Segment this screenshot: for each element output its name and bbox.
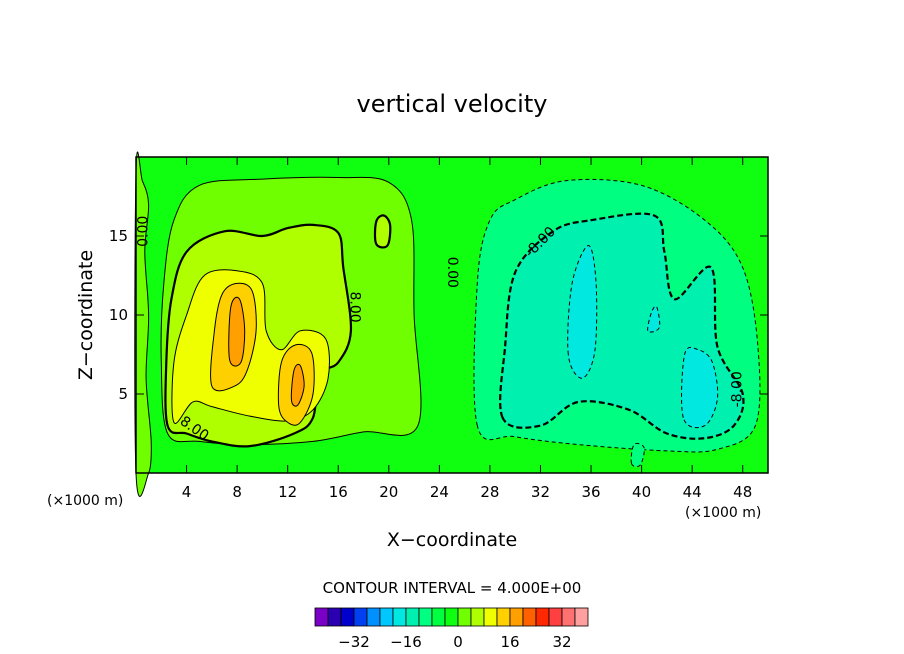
colorbar-cell: [457, 607, 472, 627]
colorbar-tick-label: −16: [390, 633, 422, 651]
colorbar-cell: [353, 607, 368, 627]
contour-region: [373, 214, 392, 249]
colorbar-tick-label: −32: [338, 633, 370, 651]
x-tick-label: 12: [278, 483, 297, 501]
x-tick-label: 28: [480, 483, 499, 501]
colorbar-cell: [379, 607, 394, 627]
colorbar-cell: [483, 607, 498, 627]
colorbar-tick-label: 0: [453, 633, 463, 651]
x-axis-ticks: 4 8 12 16 20 24 28 32 36 40 44 48: [182, 157, 752, 501]
colorbar: −32 −16 0 16 32: [314, 607, 589, 651]
x-tick-label: 44: [683, 483, 702, 501]
colorbar-cell: [327, 607, 342, 627]
contour-interval-note: CONTOUR INTERVAL = 4.000E+00: [323, 579, 582, 597]
x-tick-label: 24: [430, 483, 449, 501]
x-tick-label: 32: [531, 483, 550, 501]
x-tick-label: 16: [329, 483, 348, 501]
contour-label: 8.00: [347, 292, 363, 323]
colorbar-cell: [418, 607, 433, 627]
colorbar-cell: [340, 607, 355, 627]
colorbar-cell: [405, 607, 420, 627]
x-tick-label: 48: [733, 483, 752, 501]
x-tick-label: 36: [581, 483, 600, 501]
colorbar-cell: [561, 607, 576, 627]
contour-region: [681, 346, 719, 429]
y-axis-ticks: 5 10 15: [109, 227, 768, 403]
x-unit-left: (×1000 m): [47, 493, 123, 509]
contour-label: -8.00: [730, 371, 746, 407]
colorbar-cell: [444, 607, 459, 627]
colorbar-cell: [431, 607, 446, 627]
colorbar-cell: [535, 607, 550, 627]
colorbar-cell: [496, 607, 511, 627]
y-tick-label: 5: [118, 385, 128, 403]
y-axis-label: Z−coordinate: [75, 250, 97, 380]
colorbar-cell: [574, 607, 589, 627]
plot-area: 0.008.008.000.00-8.00-8.00 4 8 12 16 20 24 28 3…: [109, 151, 769, 501]
colorbar-cell: [522, 607, 537, 627]
colorbar-cell: [314, 607, 329, 627]
contour-label: 0.00: [136, 216, 152, 247]
chart-title: vertical velocity: [357, 90, 548, 118]
y-tick-label: 10: [109, 306, 128, 324]
contour-region: [567, 244, 598, 379]
contour-region: [134, 151, 152, 497]
y-tick-label: 15: [109, 227, 128, 245]
contour-region: [630, 442, 645, 468]
colorbar-tick-label: 32: [552, 633, 571, 651]
x-tick-label: 4: [182, 483, 192, 501]
x-tick-label: 20: [379, 483, 398, 501]
contour-region: [290, 363, 305, 407]
colorbar-cell: [366, 607, 381, 627]
x-unit-right: (×1000 m): [685, 505, 761, 521]
colorbar-cell: [470, 607, 485, 627]
colorbar-cell: [392, 607, 407, 627]
contour-region: [228, 296, 246, 367]
contour-region: [647, 305, 661, 333]
colorbar-cell: [509, 607, 524, 627]
colorbar-cell: [548, 607, 563, 627]
x-axis-label: X−coordinate: [387, 529, 517, 551]
contour-label: 0.00: [444, 257, 460, 288]
x-tick-label: 40: [632, 483, 651, 501]
contour-regions: [134, 151, 761, 497]
x-tick-label: 8: [232, 483, 242, 501]
colorbar-tick-label: 16: [500, 633, 519, 651]
